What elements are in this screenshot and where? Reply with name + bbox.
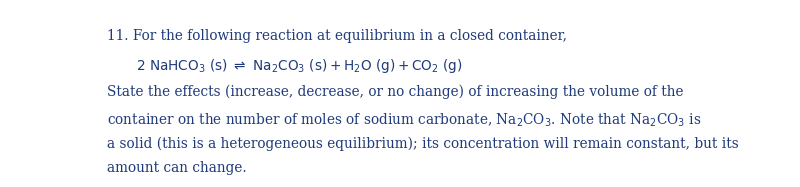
- Text: container on the number of moles of sodium carbonate, Na$_2$CO$_3$. Note that Na: container on the number of moles of sodi…: [107, 112, 702, 129]
- Text: a solid (this is a heterogeneous equilibrium); its concentration will remain con: a solid (this is a heterogeneous equilib…: [107, 136, 739, 151]
- Text: 11. For the following reaction at equilibrium in a closed container,: 11. For the following reaction at equili…: [107, 29, 567, 43]
- Text: $2\ \mathrm{NaHCO_3\ (s)\ \rightleftharpoons\ Na_2CO_3\ (s) + H_2O\ (g) + CO_2\ : $2\ \mathrm{NaHCO_3\ (s)\ \rightleftharp…: [136, 57, 462, 75]
- Text: amount can change.: amount can change.: [107, 161, 247, 175]
- Text: State the effects (increase, decrease, or no change) of increasing the volume of: State the effects (increase, decrease, o…: [107, 85, 684, 99]
